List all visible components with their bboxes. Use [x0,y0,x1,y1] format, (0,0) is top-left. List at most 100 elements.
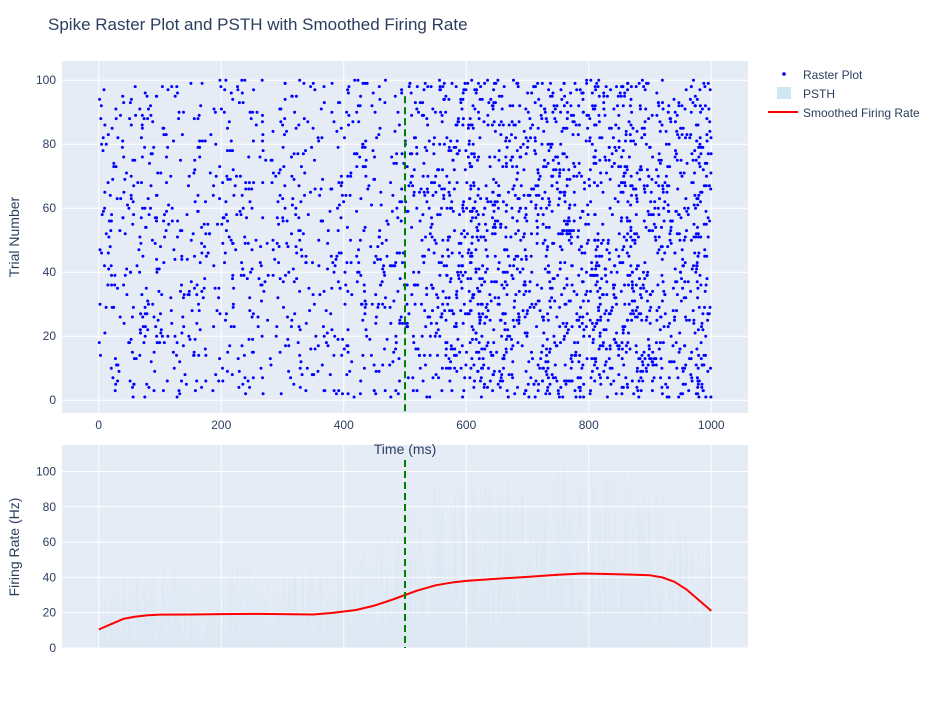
spike-dot [143,305,147,309]
legend-item-raster[interactable]: Raster Plot [782,68,863,82]
spike-dot [581,91,585,95]
spike-dot [368,337,372,341]
spike-dot [517,209,521,213]
psth-bar [108,633,110,648]
legend[interactable]: Raster Plot PSTH Smoothed Firing Rate [768,68,920,120]
spike-dot [630,270,634,274]
psth-bar [188,631,190,648]
spike-dot [691,181,695,185]
psth-bar [635,576,637,648]
psth-bar [531,628,533,648]
spike-dot [703,104,707,108]
spike-dot [597,113,601,117]
legend-item-smoothed[interactable]: Smoothed Firing Rate [768,106,920,120]
spike-dot [683,382,687,386]
spike-dot [506,254,510,258]
spike-dot [147,302,150,306]
spike-dot [314,334,318,338]
spike-dot [574,350,578,354]
psth-bar [154,567,156,648]
spike-dot [495,280,498,284]
spike-dot [464,363,468,367]
spike-dot [121,94,125,98]
spike-dot [569,235,573,239]
psth-bar [205,560,207,648]
spike-dot [470,235,474,239]
spike-dot [706,318,710,322]
psth-bar [479,608,480,648]
spike-dot [427,139,431,143]
spike-dot [601,341,605,345]
psth-bar [298,604,300,648]
spike-dot [647,347,651,351]
spike-dot [480,277,484,281]
spike-dot [367,184,371,188]
psth-bar [476,500,477,648]
spike-dot [313,88,317,92]
spike-dot [547,270,551,274]
psth-bar [117,620,119,648]
spike-dot [259,264,263,268]
spike-dot [588,184,591,188]
spike-dot [566,328,570,332]
spike-dot [705,174,708,178]
psth-bar [223,633,225,648]
psth-bar [662,610,663,648]
spike-dot [245,216,248,220]
spike-dot [679,270,683,274]
spike-dot [512,257,516,261]
spike-dot [158,341,162,345]
spike-dot [663,181,667,185]
spike-dot [165,181,168,185]
spike-dot [634,142,637,146]
spike-dot [474,216,478,220]
spike-dot [603,113,607,117]
spike-dot [487,366,490,370]
spike-dot [401,261,404,265]
psth-bar [706,549,707,648]
psth-bar [259,577,261,648]
psth-bar [283,638,284,648]
psth-bar [346,611,348,648]
spike-dot [462,88,466,92]
spike-dot [557,232,561,236]
spike-dot [330,110,334,114]
spike-dot [697,193,701,197]
spike-dot [629,225,633,229]
spike-dot [700,385,704,389]
spike-dot [197,309,201,313]
legend-psth-label: PSTH [803,87,835,101]
legend-item-psth[interactable]: PSTH [777,87,835,101]
spike-dot [486,123,490,127]
psth-bar [314,635,315,648]
spike-dot [271,273,275,277]
psth-bar [547,605,548,648]
spike-dot [118,229,122,233]
spike-dot [436,213,440,217]
spike-dot [470,152,474,156]
spike-dot [358,238,362,242]
spike-dot [454,353,458,357]
spike-dot [471,296,475,300]
spike-dot [438,213,442,217]
spike-dot [231,277,234,281]
psth-bar [156,605,157,648]
psth-bar [314,613,316,648]
psth-bar [300,615,302,648]
spike-dot [683,107,687,111]
spike-dot [164,229,168,233]
psth-bar [384,624,385,648]
psth-bar [618,604,620,648]
psth-bar [433,571,435,648]
spike-dot [149,360,153,364]
spike-dot [510,373,514,377]
spike-dot [411,184,415,188]
psth-bar [281,614,282,648]
spike-dot [371,149,375,153]
spike-dot [332,270,336,274]
psth-bar [656,623,657,648]
spike-dot [469,261,473,265]
spike-dot [515,149,519,153]
spike-dot [650,177,654,181]
spike-dot [645,289,648,293]
